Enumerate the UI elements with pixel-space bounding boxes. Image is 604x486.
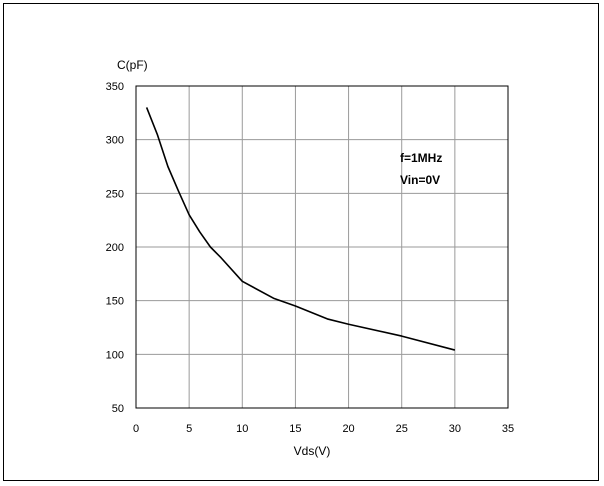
x-tick-label: 20 [342,423,354,435]
y-tick-label: 100 [106,349,124,361]
x-axis-label: Vds(V) [294,444,331,458]
x-tick-label: 10 [236,423,248,435]
x-tick-label: 15 [289,423,301,435]
y-tick-label: 200 [106,242,124,254]
x-tick-label: 25 [396,423,408,435]
chart-frame [3,3,599,481]
y-tick-label: 50 [112,403,124,415]
annotation-frequency: f=1MHz [400,151,442,165]
x-tick-label: 0 [133,423,139,435]
plot-border [135,85,509,409]
series-line [145,107,456,351]
axes [135,85,509,409]
x-tick-label: 30 [449,423,461,435]
grid [136,86,508,408]
y-axis-label: C(pF) [117,58,148,72]
y-tick-label: 150 [106,296,124,308]
x-tick-label: 35 [502,423,514,435]
annotation-vin: Vin=0V [400,173,440,187]
x-tick-label: 5 [186,423,192,435]
y-tick-label: 350 [106,81,124,93]
tick-labels: 0 5 10 15 20 25 30 35 50 100 150 200 250 300 350 [106,81,514,435]
y-tick-label: 300 [106,135,124,147]
plot-area [145,107,456,351]
y-tick-label: 250 [106,188,124,200]
